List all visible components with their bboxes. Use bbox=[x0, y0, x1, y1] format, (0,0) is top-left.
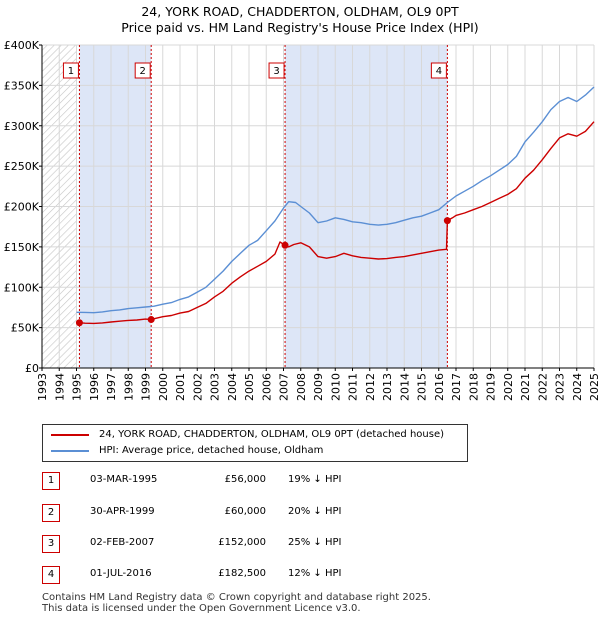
sale-price: £60,000 bbox=[224, 506, 266, 517]
y-tick-label: £200K bbox=[4, 201, 40, 214]
x-tick-label: 2010 bbox=[329, 373, 342, 401]
chart-title-block: 24, YORK ROAD, CHADDERTON, OLDHAM, OL9 0… bbox=[0, 4, 600, 36]
x-tick-label: 1995 bbox=[71, 373, 84, 401]
chart-subtitle: Price paid vs. HM Land Registry's House … bbox=[121, 20, 479, 35]
chart-marker-label: 2 bbox=[140, 66, 146, 77]
x-tick-label: 2006 bbox=[260, 373, 273, 401]
x-tick-label: 1996 bbox=[88, 373, 101, 401]
x-tick-label: 2024 bbox=[571, 373, 584, 401]
sale-point bbox=[281, 241, 289, 249]
sale-row: 2 30-APR-1999 £60,000 20% ↓ HPI bbox=[42, 502, 462, 522]
x-tick-label: 2009 bbox=[312, 373, 325, 401]
y-tick-label: £250K bbox=[4, 160, 40, 173]
chart-marker-box bbox=[134, 62, 151, 79]
x-tick-label: 2008 bbox=[295, 373, 308, 401]
x-tick-label: 1999 bbox=[140, 373, 153, 401]
sale-date: 01-JUL-2016 bbox=[90, 568, 152, 579]
y-tick-label: £350K bbox=[4, 79, 40, 92]
x-tick-label: 1993 bbox=[36, 373, 49, 401]
sale-marker: 1 bbox=[42, 472, 60, 490]
chart-marker-label: 4 bbox=[436, 66, 442, 77]
x-tick-label: 2001 bbox=[174, 373, 187, 401]
x-tick-label: 2015 bbox=[416, 373, 429, 401]
x-tick-label: 2023 bbox=[554, 373, 567, 401]
x-tick-label: 2020 bbox=[502, 373, 515, 401]
x-tick-label: 2025 bbox=[588, 373, 600, 401]
legend: 24, YORK ROAD, CHADDERTON, OLDHAM, OL9 0… bbox=[42, 424, 468, 462]
price-chart: 1 2 3 4 £0 £50K £100K £150K £200K £250K £300K £350… bbox=[4, 39, 600, 401]
x-tick-label: 2005 bbox=[243, 373, 256, 401]
chart-marker-box bbox=[268, 62, 285, 79]
chart-marker-box bbox=[430, 62, 447, 79]
x-tick-label: 2017 bbox=[450, 373, 463, 401]
chart-marker-box bbox=[62, 62, 79, 79]
series-line-hpi bbox=[76, 86, 595, 314]
sale-marker: 2 bbox=[42, 504, 60, 522]
y-tick-label: £0 bbox=[25, 362, 39, 375]
sale-point bbox=[443, 217, 451, 225]
x-tick-label: 2022 bbox=[536, 373, 549, 401]
sale-point bbox=[147, 316, 155, 324]
footer-copyright: Contains HM Land Registry data © Crown c… bbox=[42, 592, 431, 603]
series-line-property bbox=[79, 121, 595, 325]
sale-price: £152,000 bbox=[218, 537, 266, 548]
x-tick-label: 2013 bbox=[381, 373, 394, 401]
x-tick-label: 2019 bbox=[485, 373, 498, 401]
sale-price: £182,500 bbox=[218, 568, 266, 579]
y-tick-label: £300K bbox=[4, 120, 40, 133]
sale-hpi-diff: 12% ↓ HPI bbox=[288, 568, 342, 579]
x-tick-label: 1998 bbox=[122, 373, 135, 401]
sale-marker: 4 bbox=[42, 566, 60, 584]
x-tick-label: 2003 bbox=[209, 373, 222, 401]
x-tick-label: 2007 bbox=[278, 373, 291, 401]
x-tick-label: 1997 bbox=[105, 373, 118, 401]
sale-marker: 3 bbox=[42, 535, 60, 553]
sale-hpi-diff: 25% ↓ HPI bbox=[288, 537, 342, 548]
y-tick-label: £100K bbox=[4, 281, 40, 294]
legend-swatch-hpi bbox=[51, 450, 89, 452]
x-tick-label: 2011 bbox=[347, 373, 360, 401]
legend-label-property: 24, YORK ROAD, CHADDERTON, OLDHAM, OL9 0… bbox=[99, 429, 445, 440]
sale-date: 30-APR-1999 bbox=[90, 506, 155, 517]
y-tick-label: £50K bbox=[11, 322, 40, 335]
sale-hpi-diff: 20% ↓ HPI bbox=[288, 506, 342, 517]
y-tick-label: £150K bbox=[4, 241, 40, 254]
footer-licence: This data is licensed under the Open Gov… bbox=[42, 603, 361, 614]
sale-date: 03-MAR-1995 bbox=[90, 474, 158, 485]
sale-row: 1 03-MAR-1995 £56,000 19% ↓ HPI bbox=[42, 470, 462, 490]
sale-date: 02-FEB-2007 bbox=[90, 537, 155, 548]
y-tick-label: £400K bbox=[4, 39, 40, 52]
x-tick-label: 2004 bbox=[226, 373, 239, 401]
footer: Contains HM Land Registry data © Crown c… bbox=[42, 592, 431, 614]
x-tick-label: 2021 bbox=[519, 373, 532, 401]
x-tick-label: 2002 bbox=[191, 373, 204, 401]
sale-price: £56,000 bbox=[224, 474, 266, 485]
legend-swatch-property bbox=[51, 434, 89, 436]
x-tick-label: 2016 bbox=[433, 373, 446, 401]
chart-title: 24, YORK ROAD, CHADDERTON, OLDHAM, OL9 0… bbox=[141, 4, 459, 19]
x-tick-label: 2000 bbox=[157, 373, 170, 401]
sale-point bbox=[75, 319, 83, 327]
chart-marker-label: 1 bbox=[68, 66, 74, 77]
sale-hpi-diff: 19% ↓ HPI bbox=[288, 474, 342, 485]
x-tick-label: 1994 bbox=[53, 373, 66, 401]
chart-marker-label: 3 bbox=[273, 66, 279, 77]
x-tick-label: 2018 bbox=[467, 373, 480, 401]
legend-label-hpi: HPI: Average price, detached house, Oldh… bbox=[99, 445, 324, 456]
x-tick-label: 2014 bbox=[398, 373, 411, 401]
sale-row: 3 02-FEB-2007 £152,000 25% ↓ HPI bbox=[42, 533, 462, 553]
sale-row: 4 01-JUL-2016 £182,500 12% ↓ HPI bbox=[42, 564, 462, 584]
x-tick-label: 2012 bbox=[364, 373, 377, 401]
